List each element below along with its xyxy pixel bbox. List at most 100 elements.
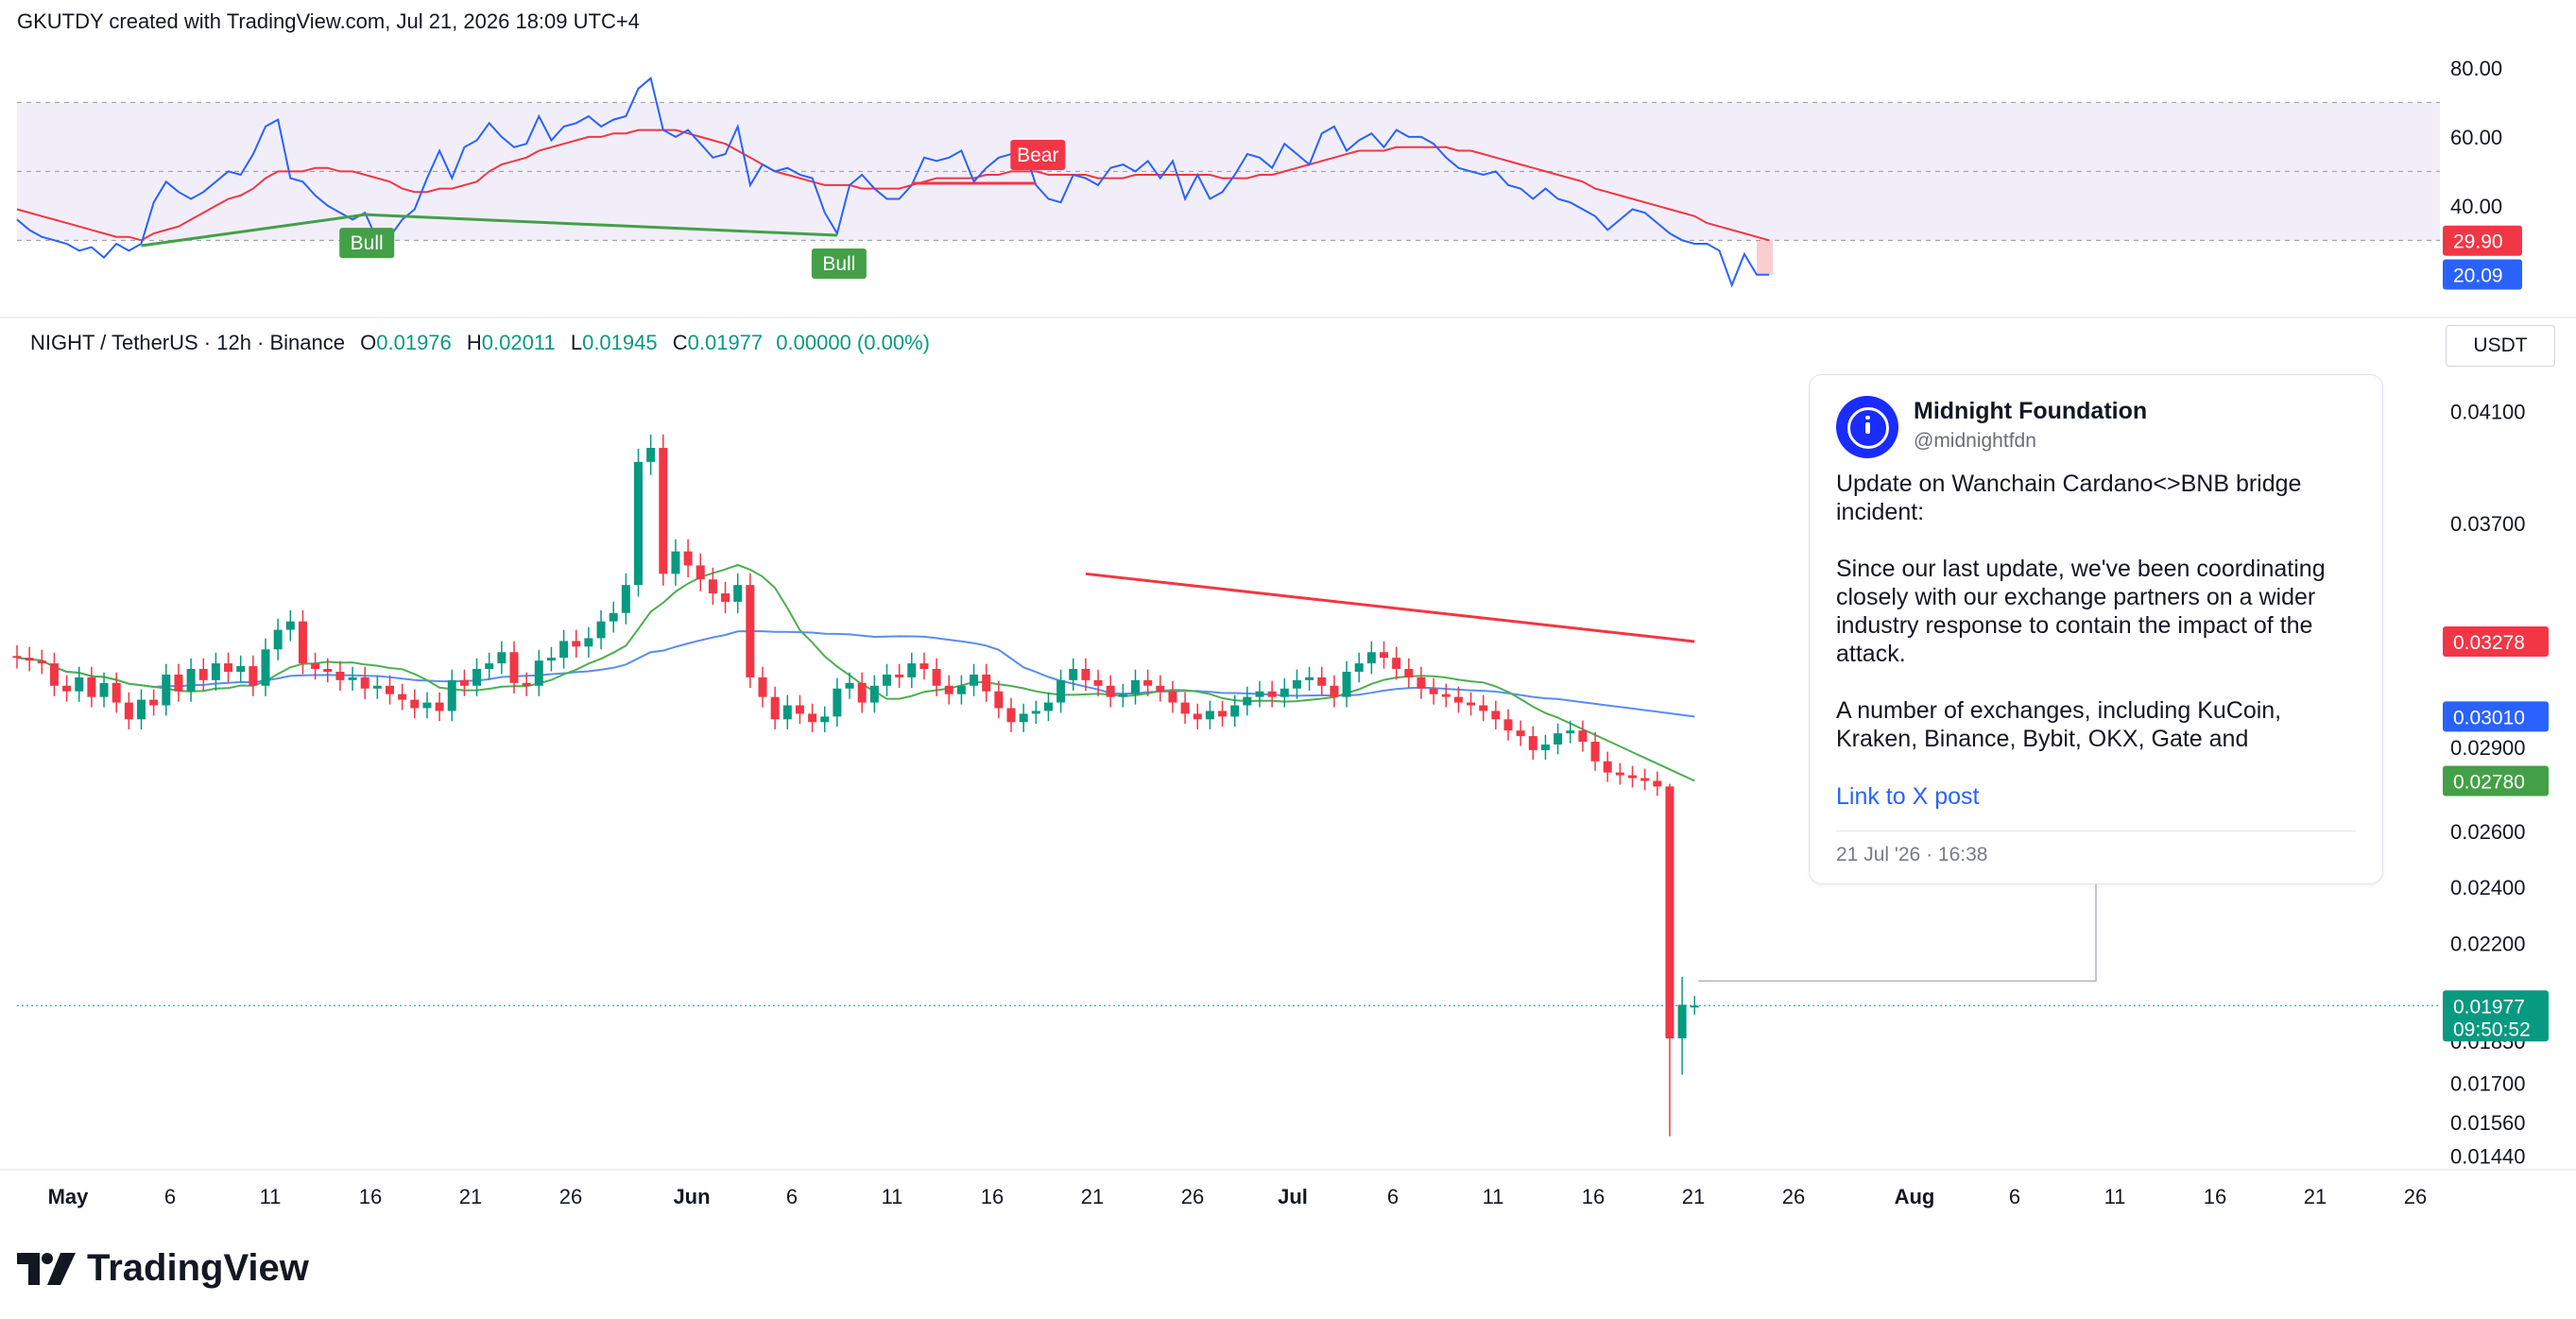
candle-body xyxy=(1106,685,1115,697)
candle-body xyxy=(75,677,84,692)
time-axis-tick: 6 xyxy=(786,1185,798,1208)
candle-body xyxy=(1628,775,1637,779)
bull-label-badge xyxy=(811,248,867,280)
candle-body xyxy=(1366,652,1376,664)
candle-body xyxy=(1156,685,1165,692)
rsi-axis-tick: 80.00 xyxy=(2450,57,2502,80)
candle-body xyxy=(646,448,656,462)
candle-body xyxy=(1590,742,1600,762)
time-axis-tick: 6 xyxy=(2009,1185,2020,1208)
candle-body xyxy=(546,658,556,661)
candle-body xyxy=(621,585,630,613)
candle-body xyxy=(87,677,96,697)
candle-body xyxy=(1429,688,1438,694)
candle-body xyxy=(956,685,966,694)
close-value: 0.01977 xyxy=(687,331,764,354)
candle-body xyxy=(435,702,444,711)
candle-body xyxy=(833,688,842,717)
time-axis-tick: 26 xyxy=(559,1185,582,1208)
time-axis-tick: 26 xyxy=(1181,1185,1204,1208)
candle-body xyxy=(348,677,357,680)
time-axis-tick: 16 xyxy=(2204,1185,2226,1208)
candle-body xyxy=(1143,679,1153,686)
candle-body xyxy=(311,663,320,670)
candle-body xyxy=(733,585,743,602)
news-connector-line xyxy=(1698,881,2097,983)
high-label: H xyxy=(466,331,482,354)
news-paragraph: A number of exchanges, including KuCoin,… xyxy=(1836,697,2282,752)
candle-body xyxy=(770,696,780,720)
time-axis-tick: 16 xyxy=(359,1185,382,1208)
news-card[interactable]: Midnight Foundation @midnightfdn Update … xyxy=(1809,374,2383,884)
candle-body xyxy=(37,660,46,664)
candle-body xyxy=(845,682,854,689)
candle-body xyxy=(62,685,72,692)
time-axis-tick: Aug xyxy=(1895,1185,1935,1208)
candle-body xyxy=(559,641,569,659)
candle-body xyxy=(1690,1005,1699,1008)
open-value: 0.01976 xyxy=(376,331,452,354)
time-axis-tick: 11 xyxy=(2104,1185,2126,1208)
candle-body xyxy=(944,685,953,694)
candle-body xyxy=(1193,713,1202,720)
candle-body xyxy=(1354,663,1364,672)
candle-body xyxy=(360,677,369,689)
time-axis-tick: 11 xyxy=(1483,1185,1504,1208)
candle-body xyxy=(1205,711,1214,720)
time-axis-tick: 6 xyxy=(164,1185,176,1208)
candle-body xyxy=(323,669,333,672)
candle-body xyxy=(970,674,979,686)
news-paragraph: Since our last update, we've been coordi… xyxy=(1836,556,2326,667)
candle-body xyxy=(1267,691,1277,697)
candle-body xyxy=(273,629,283,650)
candle-body xyxy=(1467,702,1476,706)
candle-body xyxy=(895,674,904,677)
chart-header: GKUTDY created with TradingView.com, Jul… xyxy=(17,9,640,33)
candle-body xyxy=(1615,772,1624,776)
time-axis-tick: 21 xyxy=(459,1185,482,1208)
candle-body xyxy=(634,461,643,586)
price-axis-tick: 0.01560 xyxy=(2450,1111,2526,1135)
candle-body xyxy=(721,593,730,602)
currency-selector[interactable]: USDT xyxy=(2446,325,2555,367)
price-label-value: 0.01977 xyxy=(2453,996,2525,1018)
candle-body xyxy=(869,685,879,703)
candle-body xyxy=(1453,696,1463,703)
candle-body xyxy=(522,682,531,686)
candle-body xyxy=(907,663,917,677)
x-post-link[interactable]: Link to X post xyxy=(1836,783,1980,810)
candle-body xyxy=(596,621,606,639)
candle-body xyxy=(12,656,22,659)
candle-body xyxy=(174,674,183,692)
tradingview-logo-icon xyxy=(17,1252,76,1285)
candle-body xyxy=(1404,669,1414,677)
candle-body xyxy=(1330,685,1339,697)
candle-body xyxy=(1168,691,1177,703)
candle-body xyxy=(236,666,246,672)
candle-body xyxy=(609,612,618,622)
price-axis-tick: 0.02200 xyxy=(2450,932,2526,955)
tradingview-brand[interactable]: TradingView xyxy=(17,1247,309,1290)
low-value: 0.01945 xyxy=(582,331,658,354)
candle-body xyxy=(1516,730,1525,737)
candle-body xyxy=(398,694,407,700)
news-body: Update on Wanchain Cardano<>BNB bridge i… xyxy=(1836,470,2365,781)
candle-body xyxy=(584,638,593,647)
candle-body xyxy=(1578,730,1588,743)
bull-label-text: Bull xyxy=(351,232,384,254)
candle-body xyxy=(1093,679,1103,686)
candle-body xyxy=(782,705,792,720)
candle-body xyxy=(795,705,804,714)
symbol-label[interactable]: NIGHT / TetherUS · 12h · Binance xyxy=(30,331,345,354)
candle-body xyxy=(932,669,941,686)
time-axis-tick: May xyxy=(48,1185,90,1208)
candle-body xyxy=(124,702,133,720)
candle-body xyxy=(1479,705,1488,711)
candle-body xyxy=(683,551,693,566)
candle-body xyxy=(509,652,519,683)
price-axis-tick: 0.01440 xyxy=(2450,1144,2526,1168)
rsi-current-value: 20.09 xyxy=(2453,265,2503,286)
candle-body xyxy=(1069,669,1078,680)
candle-body xyxy=(1218,711,1228,717)
